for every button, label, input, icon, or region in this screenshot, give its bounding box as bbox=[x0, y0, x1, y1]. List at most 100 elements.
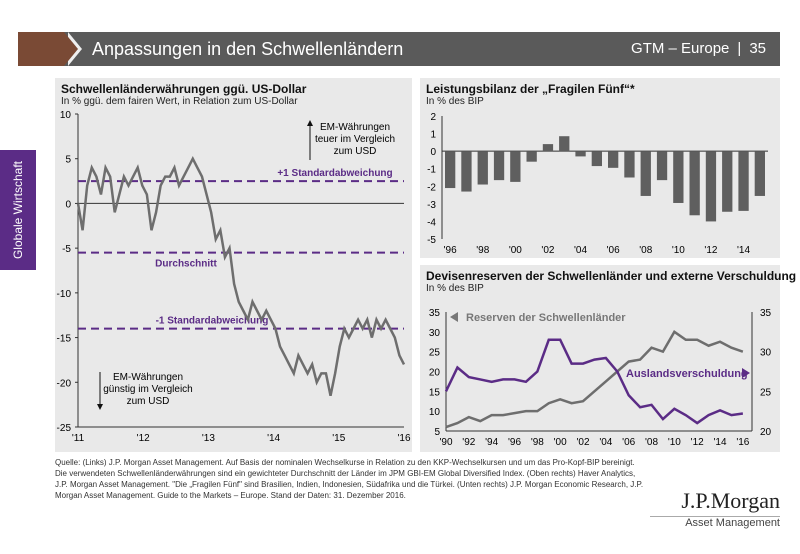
x-tick-label: '98 bbox=[476, 245, 489, 256]
y-tick-label: -1 bbox=[427, 165, 436, 176]
legend-reserves: Reserven der Schwellenländer bbox=[466, 312, 626, 324]
x-tick-label: '14 bbox=[737, 245, 750, 256]
y-tick-label: -4 bbox=[427, 217, 436, 228]
chart-subtitle: In % des BIP bbox=[426, 283, 484, 294]
x-tick-label: '14 bbox=[714, 437, 727, 448]
bar-2013 bbox=[722, 151, 733, 212]
x-tick-label: '13 bbox=[202, 433, 215, 444]
x-tick-label: '08 bbox=[645, 437, 658, 448]
bar-2009 bbox=[656, 151, 668, 181]
x-tick-label: '12 bbox=[137, 433, 150, 444]
y-tick-label-left: 10 bbox=[429, 407, 441, 418]
y-tick-label-left: 25 bbox=[429, 348, 441, 359]
header-bar: Anpassungen in den Schwellenländern GTM … bbox=[18, 32, 780, 66]
x-tick-label: '96 bbox=[444, 245, 457, 256]
y-tick-label-left: 5 bbox=[434, 427, 440, 438]
x-tick-label: '02 bbox=[541, 245, 554, 256]
y-tick-label: 1 bbox=[430, 130, 436, 141]
x-tick-label: '16 bbox=[736, 437, 749, 448]
x-tick-label: '92 bbox=[462, 437, 475, 448]
bar-1996 bbox=[445, 151, 456, 189]
y-tick-label-right: 25 bbox=[760, 387, 772, 398]
y-tick-label: -10 bbox=[57, 289, 72, 300]
arrow-up-icon bbox=[307, 120, 313, 126]
bar-2006 bbox=[608, 151, 619, 168]
x-tick-label: '10 bbox=[668, 437, 681, 448]
bar-1997 bbox=[461, 151, 472, 192]
chart-title: Schwellenländerwährungen ggü. US-Dollar bbox=[61, 82, 307, 96]
x-tick-label: '00 bbox=[554, 437, 567, 448]
bar-2010 bbox=[673, 151, 684, 203]
triangle-right-icon bbox=[742, 368, 750, 378]
annotation-up: teuer im Vergleich bbox=[315, 134, 395, 145]
bar-1999 bbox=[493, 151, 505, 181]
x-tick-label: '11 bbox=[72, 433, 85, 444]
debt-line bbox=[444, 338, 744, 425]
reference-label: Durchschnitt bbox=[155, 259, 217, 270]
y-tick-label-right: 30 bbox=[760, 348, 772, 359]
bar-2007 bbox=[624, 151, 635, 178]
bar-2004 bbox=[575, 151, 586, 157]
divider: | bbox=[737, 40, 742, 57]
bar-2008 bbox=[640, 151, 651, 196]
x-tick-label: '14 bbox=[267, 433, 280, 444]
bar-2014 bbox=[738, 151, 749, 211]
y-tick-label-left: 20 bbox=[429, 368, 441, 379]
x-tick-label: '04 bbox=[574, 245, 587, 256]
jpmorgan-logo: J.P.Morgan Asset Management bbox=[650, 488, 780, 529]
legend-debt: Auslandsverschuldung bbox=[626, 368, 748, 380]
y-tick-label: -3 bbox=[427, 200, 436, 211]
bar-2015 bbox=[754, 151, 765, 196]
y-tick-label-left: 30 bbox=[429, 328, 441, 339]
y-tick-label: -25 bbox=[57, 423, 72, 434]
annotation-up: zum USD bbox=[334, 146, 377, 157]
x-tick-label: '12 bbox=[691, 437, 704, 448]
x-tick-label: '96 bbox=[508, 437, 521, 448]
y-tick-label: -15 bbox=[57, 334, 72, 345]
bar-2005 bbox=[591, 151, 602, 167]
page-title: Anpassungen in den Schwellenländern bbox=[92, 39, 404, 59]
bar-2001 bbox=[526, 151, 537, 162]
x-tick-label: '08 bbox=[639, 245, 652, 256]
x-tick-label: '10 bbox=[672, 245, 685, 256]
x-tick-label: '12 bbox=[704, 245, 717, 256]
x-tick-label: '04 bbox=[599, 437, 612, 448]
annotation-down: zum USD bbox=[127, 396, 170, 407]
side-tab[interactable]: Globale Wirtschaft bbox=[0, 150, 36, 270]
y-tick-label: -20 bbox=[57, 378, 72, 389]
chevron-icon bbox=[64, 32, 78, 66]
x-tick-label: '94 bbox=[485, 437, 498, 448]
reference-label: +1 Standardabweichung bbox=[277, 168, 392, 179]
footnote: Quelle: (Links) J.P. Morgan Asset Manage… bbox=[55, 458, 644, 500]
bar-1998 bbox=[477, 151, 488, 185]
bar-2012 bbox=[705, 151, 717, 222]
x-tick-label: '90 bbox=[439, 437, 452, 448]
x-tick-label: '00 bbox=[509, 245, 522, 256]
series-label: GTM – Europe bbox=[631, 40, 730, 57]
y-tick-label: -5 bbox=[62, 244, 71, 255]
header-right: GTM – Europe | 35 bbox=[631, 40, 766, 57]
x-tick-label: '15 bbox=[332, 433, 345, 444]
logo-name: J.P.Morgan bbox=[681, 488, 780, 513]
y-tick-label: 10 bbox=[60, 110, 72, 121]
bar-2011 bbox=[689, 151, 700, 216]
reference-label: -1 Standardabweichung bbox=[156, 316, 269, 327]
chart-panel-currencies: Schwellenländerwährungen ggü. US-Dollar … bbox=[55, 78, 412, 452]
y-tick-label-left: 15 bbox=[429, 387, 441, 398]
x-tick-label: '16 bbox=[397, 433, 410, 444]
x-tick-label: '06 bbox=[607, 245, 620, 256]
y-tick-label: 5 bbox=[65, 155, 71, 166]
x-tick-label: '98 bbox=[531, 437, 544, 448]
chart-title: Devisenreserven der Schwellenländer und … bbox=[426, 269, 797, 283]
triangle-left-icon bbox=[450, 312, 458, 322]
currency-line bbox=[76, 155, 406, 396]
annotation-down: EM-Währungen bbox=[113, 372, 183, 383]
logo-sub: Asset Management bbox=[650, 516, 780, 529]
y-tick-label-left: 35 bbox=[429, 308, 441, 319]
chart-subtitle: In % ggü. dem fairen Wert, in Relation z… bbox=[61, 96, 298, 107]
x-tick-label: '02 bbox=[576, 437, 589, 448]
bar-2003 bbox=[559, 136, 570, 152]
bar-2000 bbox=[510, 151, 521, 182]
annotation-down: günstig im Vergleich bbox=[103, 384, 193, 395]
